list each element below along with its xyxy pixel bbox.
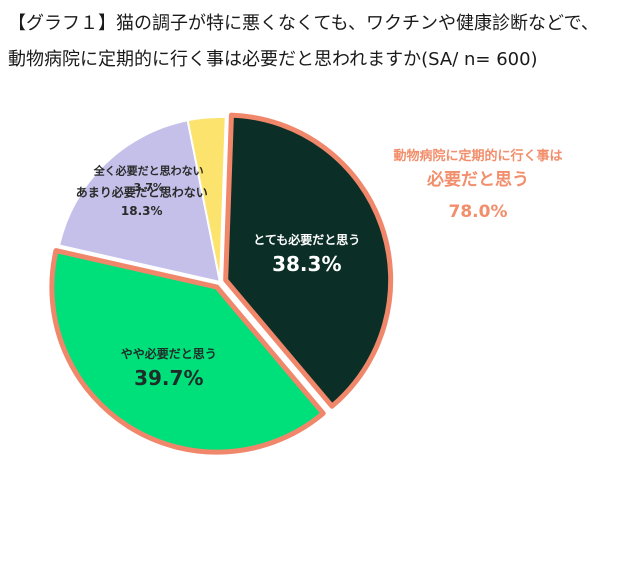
slice-2-label: やや必要だと思う <box>121 346 217 361</box>
slice-3-label: あまり必要だと思わない <box>76 185 208 200</box>
slice-4-label: 全く必要だと思わない <box>93 163 204 177</box>
summary-callout-line-2: 必要だと思う <box>427 170 529 190</box>
slice-4 <box>186 116 227 283</box>
pie-labels: とても必要だと思う 38.3% やや必要だと思う 39.7% あまり必要だと思わない 18… <box>76 163 361 390</box>
slice-2-value: 39.7% <box>134 366 203 390</box>
slice-1-value: 38.3% <box>272 252 341 276</box>
slice-3-value: 18.3% <box>121 204 163 218</box>
slice-1-highlight-outline <box>223 112 394 409</box>
slice-4-value: 3.7% <box>133 181 164 194</box>
summary-callout: 動物病院に定期的に行く事は 必要だと思う 78.0% <box>368 148 588 230</box>
chart-title-line-2: 動物病院に定期的に行く事は必要だと思われますか(SA/ n= 600) <box>8 49 538 70</box>
slice-3 <box>57 119 222 284</box>
chart-title: 【グラフ１】猫の調子が特に悪くなくても、ワクチンや健康診断などで、 動物病院に定… <box>8 6 620 78</box>
summary-callout-line-1: 動物病院に定期的に行く事は <box>393 149 563 164</box>
summary-callout-value: 78.0% <box>448 202 508 222</box>
pie-highlight-outlines <box>49 112 394 455</box>
chart-title-line-1: 【グラフ１】猫の調子が特に悪くなくても、ワクチンや健康診断などで、 <box>8 13 599 34</box>
slice-2-highlight-outline <box>49 248 326 455</box>
slice-1-label: とても必要だと思う <box>253 232 360 247</box>
